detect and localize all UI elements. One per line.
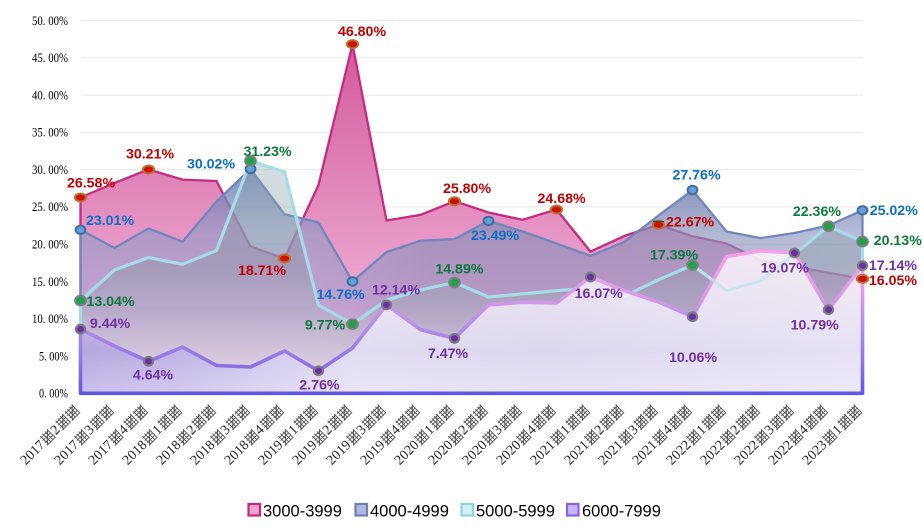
svg-text:2020: 2020	[426, 438, 456, 468]
svg-text:25. 00%: 25. 00%	[32, 199, 68, 214]
svg-text:1: 1	[286, 423, 302, 439]
svg-text:3: 3	[354, 423, 370, 439]
svg-text:4: 4	[116, 423, 132, 439]
svg-text:2022: 2022	[664, 438, 694, 468]
svg-text:1: 1	[558, 423, 574, 439]
svg-text:2019: 2019	[324, 438, 354, 468]
svg-text:26.58%: 26.58%	[67, 175, 116, 191]
svg-text:2018: 2018	[120, 438, 150, 468]
svg-text:4: 4	[388, 423, 404, 439]
svg-text:25.02%: 25.02%	[870, 203, 919, 219]
svg-text:23.49%: 23.49%	[471, 228, 520, 244]
svg-text:4.64%: 4.64%	[133, 368, 174, 384]
svg-text:9.44%: 9.44%	[90, 316, 131, 332]
svg-text:2: 2	[184, 423, 200, 439]
svg-text:0. 00%: 0. 00%	[39, 386, 68, 401]
svg-text:2: 2	[728, 423, 744, 439]
svg-text:46.80%: 46.80%	[338, 24, 387, 40]
svg-text:15. 00%: 15. 00%	[32, 274, 68, 289]
svg-text:2020: 2020	[494, 438, 524, 468]
svg-text:5000-5999: 5000-5999	[476, 503, 555, 521]
svg-text:23.01%: 23.01%	[86, 213, 135, 229]
svg-text:16.07%: 16.07%	[575, 286, 624, 302]
svg-text:4: 4	[524, 423, 540, 439]
svg-text:24.68%: 24.68%	[538, 191, 587, 207]
svg-text:14.76%: 14.76%	[317, 287, 366, 303]
svg-text:1: 1	[422, 423, 438, 439]
svg-text:22.67%: 22.67%	[666, 214, 715, 230]
svg-text:17.39%: 17.39%	[650, 248, 699, 264]
svg-text:2018: 2018	[154, 438, 184, 468]
svg-text:2021: 2021	[596, 438, 626, 468]
svg-text:14.89%: 14.89%	[435, 261, 484, 277]
svg-text:1: 1	[830, 423, 846, 439]
svg-text:12.14%: 12.14%	[372, 283, 421, 299]
svg-text:22.36%: 22.36%	[793, 204, 842, 220]
svg-text:1: 1	[150, 423, 166, 439]
svg-text:2022: 2022	[732, 438, 762, 468]
svg-text:3000-3999: 3000-3999	[263, 503, 342, 521]
svg-text:7.47%: 7.47%	[428, 346, 469, 362]
svg-text:20. 00%: 20. 00%	[32, 237, 68, 252]
svg-text:2021: 2021	[562, 438, 592, 468]
svg-text:18.71%: 18.71%	[238, 263, 287, 279]
svg-text:2.76%: 2.76%	[299, 377, 340, 393]
svg-text:6000-7999: 6000-7999	[582, 503, 661, 521]
svg-text:4: 4	[796, 423, 812, 439]
svg-text:2021: 2021	[528, 438, 558, 468]
svg-text:10.06%: 10.06%	[669, 350, 718, 366]
svg-text:2018: 2018	[222, 438, 252, 468]
svg-text:2018: 2018	[188, 438, 218, 468]
svg-text:2017: 2017	[52, 438, 82, 468]
svg-text:25.80%: 25.80%	[443, 181, 492, 197]
svg-text:10. 00%: 10. 00%	[32, 311, 68, 326]
svg-text:16.05%: 16.05%	[869, 273, 918, 289]
svg-text:1: 1	[694, 423, 710, 439]
svg-text:2: 2	[320, 423, 336, 439]
svg-text:2019: 2019	[256, 438, 286, 468]
svg-text:3: 3	[490, 423, 506, 439]
svg-text:20.13%: 20.13%	[874, 233, 923, 249]
svg-text:2022: 2022	[766, 438, 796, 468]
svg-text:2: 2	[48, 423, 64, 439]
svg-text:2019: 2019	[358, 438, 388, 468]
svg-text:4: 4	[660, 423, 676, 439]
svg-text:17.14%: 17.14%	[869, 258, 918, 274]
svg-text:4: 4	[252, 423, 268, 439]
svg-text:31.23%: 31.23%	[243, 144, 292, 160]
svg-text:2020: 2020	[392, 438, 422, 468]
svg-text:50. 00%: 50. 00%	[32, 13, 68, 28]
svg-text:40. 00%: 40. 00%	[32, 87, 68, 102]
svg-text:2023: 2023	[800, 438, 830, 468]
svg-text:30.02%: 30.02%	[187, 156, 236, 172]
svg-text:27.76%: 27.76%	[672, 168, 721, 184]
svg-text:2: 2	[456, 423, 472, 439]
svg-text:2: 2	[592, 423, 608, 439]
svg-text:30.21%: 30.21%	[126, 146, 175, 162]
svg-text:19.07%: 19.07%	[761, 261, 810, 277]
svg-text:2017: 2017	[86, 438, 116, 468]
svg-text:5. 00%: 5. 00%	[39, 348, 68, 363]
svg-text:3: 3	[218, 423, 234, 439]
svg-text:13.04%: 13.04%	[86, 294, 135, 310]
svg-text:2020: 2020	[460, 438, 490, 468]
svg-text:30. 00%: 30. 00%	[32, 162, 68, 177]
svg-text:2017: 2017	[18, 438, 48, 468]
svg-text:3: 3	[762, 423, 778, 439]
svg-text:10.79%: 10.79%	[791, 318, 840, 334]
svg-text:3: 3	[82, 423, 98, 439]
svg-text:4000-4999: 4000-4999	[370, 503, 449, 521]
svg-text:2021: 2021	[630, 438, 660, 468]
svg-text:45. 00%: 45. 00%	[32, 50, 68, 65]
svg-text:2019: 2019	[290, 438, 320, 468]
svg-text:9.77%: 9.77%	[305, 318, 346, 334]
svg-text:3: 3	[626, 423, 642, 439]
svg-text:35. 00%: 35. 00%	[32, 125, 68, 140]
svg-text:2022: 2022	[698, 438, 728, 468]
